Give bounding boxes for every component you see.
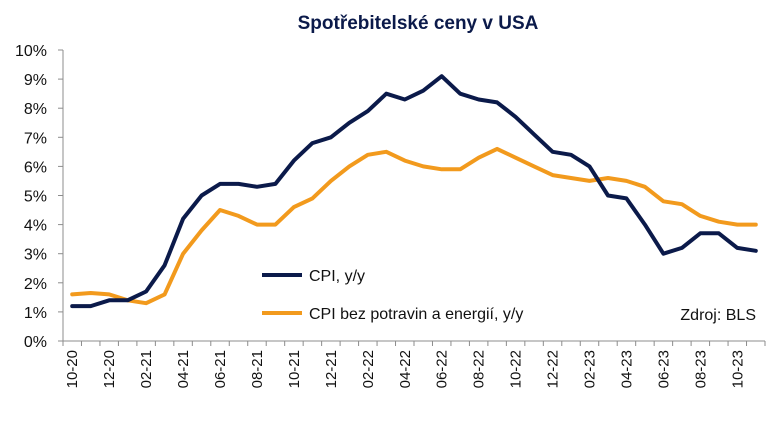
y-axis-ticks: 0% 1% 2% 3% 4% 5% 6% 7% 8% 9% 10%	[15, 43, 63, 351]
series-lines	[70, 74, 758, 309]
y-tick-label: 2%	[24, 276, 47, 293]
y-tick-label: 1%	[24, 305, 47, 322]
x-tick-label: 04-21	[175, 350, 192, 388]
y-tick-label: 7%	[24, 130, 47, 147]
legend-label-cpi: CPI, y/y	[309, 268, 365, 285]
x-axis-ticks: 10-20 12-20 02-21 04-21 06-21 08-21 10-21 12-21…	[62, 341, 766, 388]
x-tick-label: 10-22	[508, 350, 525, 388]
y-tick-label: 9%	[24, 72, 47, 89]
y-tick-label: 0%	[24, 334, 47, 351]
y-tick-label: 4%	[24, 218, 47, 235]
x-tick-label: 04-22	[397, 350, 414, 388]
x-tick-label: 02-23	[582, 350, 599, 388]
x-tick-label: 06-22	[434, 350, 451, 388]
legend-label-core-cpi: CPI bez potravin a energií, y/y	[309, 306, 523, 323]
source-note: Zdroj: BLS	[680, 307, 756, 324]
x-tick-label: 02-21	[138, 350, 155, 388]
y-tick-label: 8%	[24, 101, 47, 118]
x-tick-label: 08-22	[471, 350, 488, 388]
x-tick-label: 10-20	[64, 350, 81, 388]
x-tick-label: 08-23	[692, 350, 709, 388]
x-tick-label: 02-22	[360, 350, 377, 388]
x-tick-label: 08-21	[249, 350, 266, 388]
x-tick-label: 06-23	[655, 350, 672, 388]
series-line-cpi	[70, 74, 758, 309]
series-line-core-cpi	[70, 146, 758, 306]
x-tick-label: 12-22	[545, 350, 562, 388]
x-tick-label: 10-23	[729, 350, 746, 388]
chart-title: Spotřebitelské ceny v USA	[298, 13, 539, 34]
x-tick-label: 04-23	[618, 350, 635, 388]
y-tick-label: 6%	[24, 159, 47, 176]
x-tick-label: 10-21	[286, 350, 303, 388]
legend: CPI, y/y CPI bez potravin a energií, y/y	[262, 268, 523, 323]
y-tick-label: 3%	[24, 247, 47, 264]
x-tick-label: 06-21	[212, 350, 229, 388]
x-tick-label: 12-20	[101, 350, 118, 388]
y-tick-label: 5%	[24, 189, 47, 206]
x-tick-label: 12-21	[323, 350, 340, 388]
y-tick-label: 10%	[15, 43, 47, 60]
